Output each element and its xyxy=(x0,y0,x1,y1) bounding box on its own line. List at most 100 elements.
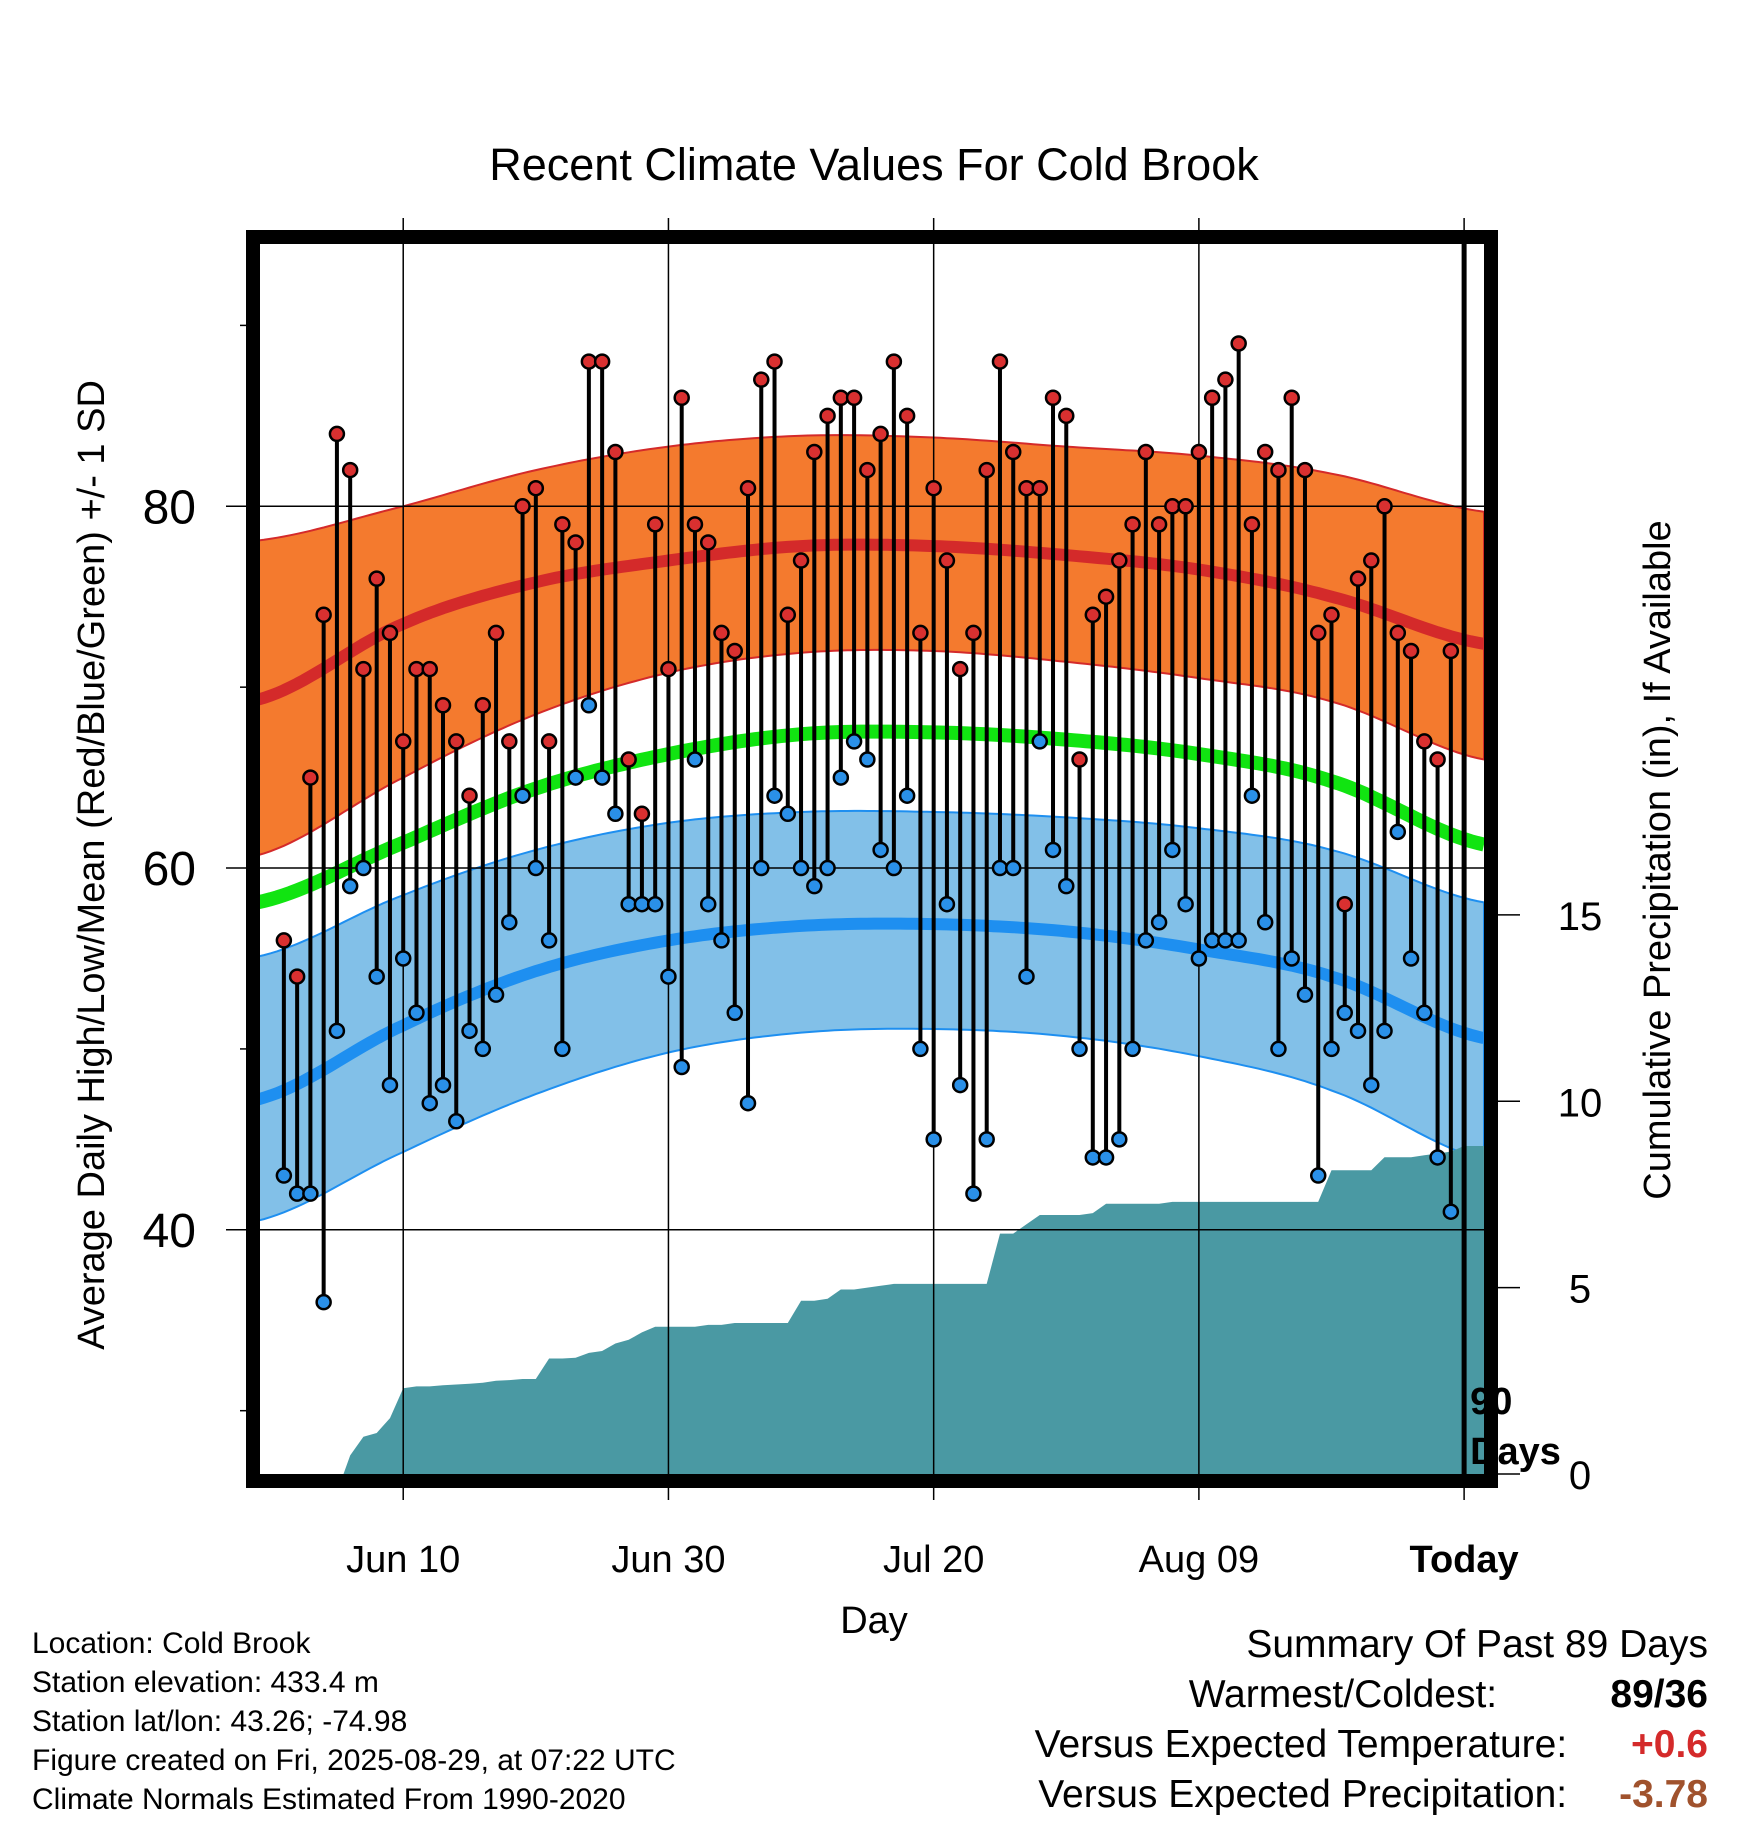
daily-high-point xyxy=(1177,498,1194,515)
daily-low-point xyxy=(1150,914,1168,931)
daily-high-point xyxy=(991,353,1009,370)
daily-low-point xyxy=(1442,1203,1460,1220)
daily-high-point xyxy=(806,443,823,461)
daily-low-point xyxy=(421,1094,438,1112)
daily-high-point xyxy=(646,516,664,533)
daily-low-point xyxy=(1323,1040,1340,1058)
daily-low-point xyxy=(938,895,956,913)
daily-high-point xyxy=(1071,751,1088,768)
daily-high-point xyxy=(951,660,969,678)
daily-low-point xyxy=(1270,1040,1287,1058)
daily-low-point xyxy=(1124,1040,1141,1058)
daily-high-point xyxy=(673,389,690,406)
daily-low-point xyxy=(912,1040,929,1058)
daily-low-point xyxy=(1429,1149,1446,1166)
plot-inner xyxy=(260,244,1484,1474)
daily-low-point xyxy=(620,895,637,913)
daily-high-point xyxy=(501,733,518,750)
daily-high-point xyxy=(726,642,743,660)
info-created: Figure created on Fri, 2025-08-29, at 07… xyxy=(32,1744,676,1777)
daily-high-point xyxy=(1124,516,1141,533)
summary-temp-label: Versus Expected Temperature: xyxy=(1034,1723,1568,1766)
daily-high-point xyxy=(328,425,346,443)
daily-high-point xyxy=(341,461,359,479)
daily-low-point xyxy=(1097,1149,1115,1166)
daily-high-point xyxy=(1296,461,1314,479)
daily-low-point xyxy=(1071,1040,1088,1058)
daily-high-point xyxy=(434,697,452,714)
daily-low-point xyxy=(1217,932,1234,949)
daily-low-point xyxy=(660,968,677,985)
daily-high-point xyxy=(1429,751,1446,768)
daily-high-point xyxy=(620,751,637,768)
daily-low-point xyxy=(1309,1167,1327,1184)
daily-high-point xyxy=(766,353,783,370)
daily-high-point xyxy=(1190,443,1208,461)
daily-high-point xyxy=(978,461,995,479)
summary-warmest-row: Warmest/Coldest: 89/36 xyxy=(808,1670,1708,1720)
daily-high-point xyxy=(1256,443,1274,461)
daily-low-point xyxy=(1203,932,1221,949)
daily-low-point xyxy=(487,986,505,1003)
daily-high-point xyxy=(845,389,863,406)
daily-high-point xyxy=(487,624,505,642)
daily-low-point xyxy=(1349,1022,1367,1040)
daily-low-point xyxy=(461,1022,478,1040)
daily-low-point xyxy=(1230,932,1247,949)
x-tick-label: Jul 20 xyxy=(883,1539,984,1581)
daily-low-point xyxy=(474,1040,492,1058)
daily-low-point xyxy=(355,859,372,877)
daily-high-point xyxy=(965,624,982,642)
daily-low-point xyxy=(1044,841,1062,859)
daily-low-point xyxy=(792,859,810,877)
daily-high-point xyxy=(1044,389,1062,406)
y2-axis-label: Cumulative Precipitation (in), If Availa… xyxy=(1637,520,1679,1199)
daily-high-point xyxy=(1389,624,1407,642)
daily-high-point xyxy=(1323,606,1340,624)
daily-low-point xyxy=(580,697,598,714)
daily-low-point xyxy=(501,914,518,931)
daily-low-point xyxy=(885,859,903,877)
daily-low-point xyxy=(540,932,558,949)
daily-high-point xyxy=(302,769,319,786)
summary-warmest-label: Warmest/Coldest: xyxy=(1188,1673,1498,1716)
info-elevation: Station elevation: 433.4 m xyxy=(32,1666,379,1699)
daily-high-point xyxy=(394,733,412,750)
daily-high-point xyxy=(1336,895,1354,913)
daily-low-point xyxy=(1190,950,1208,967)
daily-low-point xyxy=(845,733,863,750)
daily-low-point xyxy=(302,1185,319,1202)
daily-high-point xyxy=(421,660,438,678)
daily-low-point xyxy=(1402,950,1420,967)
daily-low-point xyxy=(1084,1149,1102,1166)
daily-high-point xyxy=(1164,498,1181,515)
precip-area xyxy=(343,1146,1484,1474)
daily-high-point xyxy=(540,733,558,750)
daily-low-point xyxy=(554,1040,571,1058)
summary-temp-row: Versus Expected Temperature: +0.6 xyxy=(808,1720,1708,1770)
daily-low-point xyxy=(593,769,611,786)
daily-low-point xyxy=(739,1094,757,1112)
daily-low-point xyxy=(328,1022,346,1040)
y2-tick-label: 15 xyxy=(1558,895,1603,939)
daily-high-point xyxy=(1217,371,1234,388)
y-tick-label: 80 xyxy=(143,481,196,534)
daily-low-point xyxy=(991,859,1009,877)
daily-low-point xyxy=(514,787,531,804)
daily-high-point xyxy=(288,968,306,985)
daily-low-point xyxy=(965,1185,982,1202)
daily-high-point xyxy=(567,534,584,551)
daily-low-point xyxy=(925,1131,942,1148)
daily-low-point xyxy=(341,877,359,895)
x-tick-label: Jun 30 xyxy=(611,1539,725,1581)
daily-high-point xyxy=(408,660,425,678)
daily-low-point xyxy=(527,859,545,877)
daily-low-point xyxy=(315,1293,332,1311)
daily-high-point xyxy=(275,932,293,949)
daily-high-point xyxy=(713,624,730,642)
daily-low-point xyxy=(275,1167,293,1184)
daily-high-point xyxy=(872,425,889,443)
daily-low-point xyxy=(898,787,916,804)
